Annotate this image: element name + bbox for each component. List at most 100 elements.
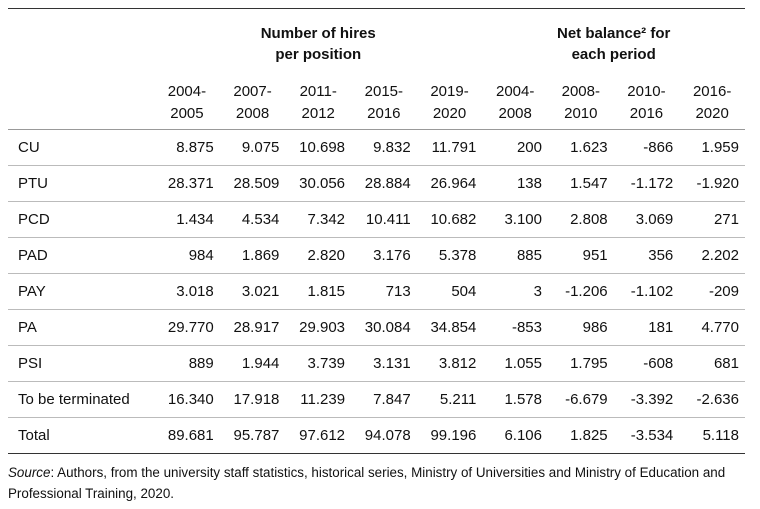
row-label: PA: [18, 319, 37, 336]
table-row: PSI 889 1.944 3.739 3.131 3.812 1.055 1.795 -608…: [8, 346, 745, 382]
cell-value: -608: [643, 355, 674, 372]
column-header-bottom: 2016: [629, 105, 664, 122]
cell-value: 5.378: [438, 247, 477, 264]
column-header-top: 2010-: [627, 83, 666, 100]
table-row: PA 29.770 28.917 29.903 30.084 34.854 -853 986 1…: [8, 310, 745, 346]
cell-value: 10.411: [365, 211, 411, 228]
cell-value: -1.172: [630, 175, 674, 192]
cell-value: 986: [582, 319, 608, 336]
row-label: PSI: [18, 355, 43, 372]
cell-value: 3.018: [176, 283, 214, 300]
cell-value: 1.944: [241, 355, 280, 372]
column-header-bottom: 2008: [235, 105, 270, 122]
table-row: PTU 28.371 28.509 30.056 28.884 26.964 138 1.54…: [8, 166, 745, 202]
cell-value: 713: [385, 283, 411, 300]
cell-value: 5.118: [702, 427, 739, 444]
table-row: PCD 1.434 4.534 7.342 10.411 10.682 3.100 2.808…: [8, 202, 745, 238]
cell-value: 17.918: [233, 391, 280, 408]
source-text: : Authors, from the university staff sta…: [8, 465, 726, 501]
row-label: Total: [18, 427, 50, 444]
table-row: CU 8.875 9.075 10.698 9.832 11.791 200 1.623 -86…: [8, 130, 745, 166]
cell-value: 30.084: [364, 319, 411, 336]
table-body: CU 8.875 9.075 10.698 9.832 11.791 200 1.623 -86…: [8, 130, 745, 454]
cell-value: 28.371: [167, 175, 214, 192]
table-head: Number of hires per position Net balance…: [8, 8, 745, 130]
column-header-top: 2007-: [233, 83, 272, 100]
cell-value: 10.698: [299, 139, 346, 156]
group-header: Number of hires per position: [154, 9, 482, 78]
table-row: PAD 984 1.869 2.820 3.176 5.378 885 951 356 2.202: [8, 238, 745, 274]
column-header: 2019- 2020: [417, 77, 483, 130]
cell-value: 2.808: [570, 211, 608, 228]
column-header-bottom: 2020: [695, 105, 729, 122]
group-header: Net balance² for each period: [482, 9, 745, 78]
column-header-top: 2015-: [364, 83, 404, 100]
cell-value: 28.884: [364, 175, 411, 192]
cell-value: 34.854: [430, 319, 477, 336]
column-header-top: 2019-: [430, 83, 469, 100]
column-header-bottom: 2016: [367, 105, 401, 122]
cell-value: -6.679: [565, 391, 608, 408]
cell-value: 2.820: [307, 247, 346, 264]
empty-cell: [8, 77, 154, 130]
source-note: Source: Authors, from the university sta…: [8, 462, 748, 504]
cell-value: -866: [643, 139, 674, 156]
cell-value: 16.340: [167, 391, 214, 408]
table: Number of hires per position Net balance…: [8, 8, 745, 454]
column-header: 2004- 2005: [154, 77, 220, 130]
group-title: Number of hires per position: [260, 25, 376, 63]
column-header-row: 2004- 2005 2007- 2008 2011- 2012 2015- 2016 2019…: [8, 77, 745, 130]
cell-value: 2.202: [701, 247, 739, 264]
column-header-top: 2004-: [167, 83, 207, 100]
cell-value: 5.211: [439, 391, 477, 408]
column-header: 2015- 2016: [351, 77, 417, 130]
table-row: PAY 3.018 3.021 1.815 713 504 3 -1.206 -1.102 -20…: [8, 274, 745, 310]
group-header-row: Number of hires per position Net balance…: [8, 8, 745, 78]
cell-value: 1.578: [504, 391, 542, 408]
cell-value: 28.509: [233, 175, 280, 192]
cell-value: -1.102: [630, 283, 674, 300]
column-header-bottom: 2005: [170, 105, 204, 122]
cell-value: 8.875: [176, 139, 214, 156]
cell-value: 7.342: [307, 211, 346, 228]
column-header-bottom: 2020: [432, 105, 467, 122]
group-title: Net balance² for each period: [556, 25, 671, 63]
cell-value: 3: [533, 283, 542, 300]
cell-value: 1.815: [307, 283, 346, 300]
column-header-top: 2016-: [692, 83, 732, 100]
cell-value: 26.964: [430, 175, 477, 192]
cell-value: 29.770: [167, 319, 214, 336]
cell-value: 11.239: [300, 391, 346, 408]
cell-value: 1.623: [570, 139, 608, 156]
cell-value: -3.392: [630, 391, 674, 408]
cell-value: 200: [516, 139, 542, 156]
column-header: 2007- 2008: [220, 77, 286, 130]
empty-cell: [8, 9, 154, 78]
table-row: To be terminated 16.340 17.918 11.239 7.847 5…: [8, 382, 745, 418]
column-header-top: 2008-: [561, 83, 600, 100]
cell-value: 681: [713, 355, 739, 372]
column-header-top: 2004-: [495, 83, 535, 100]
cell-value: 11.791: [431, 139, 477, 156]
cell-value: 6.106: [504, 427, 542, 444]
cell-value: 94.078: [364, 427, 411, 444]
cell-value: 7.847: [373, 391, 411, 408]
cell-value: -2.636: [696, 391, 739, 408]
cell-value: 984: [188, 247, 214, 264]
cell-value: 1.959: [701, 139, 739, 156]
row-label: PCD: [18, 211, 50, 228]
column-header-bottom: 2010: [564, 105, 598, 122]
cell-value: 1.434: [176, 211, 214, 228]
column-header: 2010- 2016: [614, 77, 680, 130]
cell-value: 889: [188, 355, 214, 372]
cell-value: -209: [708, 283, 739, 300]
cell-value: 1.055: [504, 355, 542, 372]
cell-value: 951: [582, 247, 608, 264]
cell-value: 3.100: [504, 211, 542, 228]
cell-value: 9.075: [241, 139, 280, 156]
row-label: PAY: [18, 283, 46, 300]
cell-value: -1.920: [696, 175, 739, 192]
cell-value: 181: [648, 319, 674, 336]
cell-value: 3.739: [307, 355, 346, 372]
cell-value: 138: [516, 175, 542, 192]
